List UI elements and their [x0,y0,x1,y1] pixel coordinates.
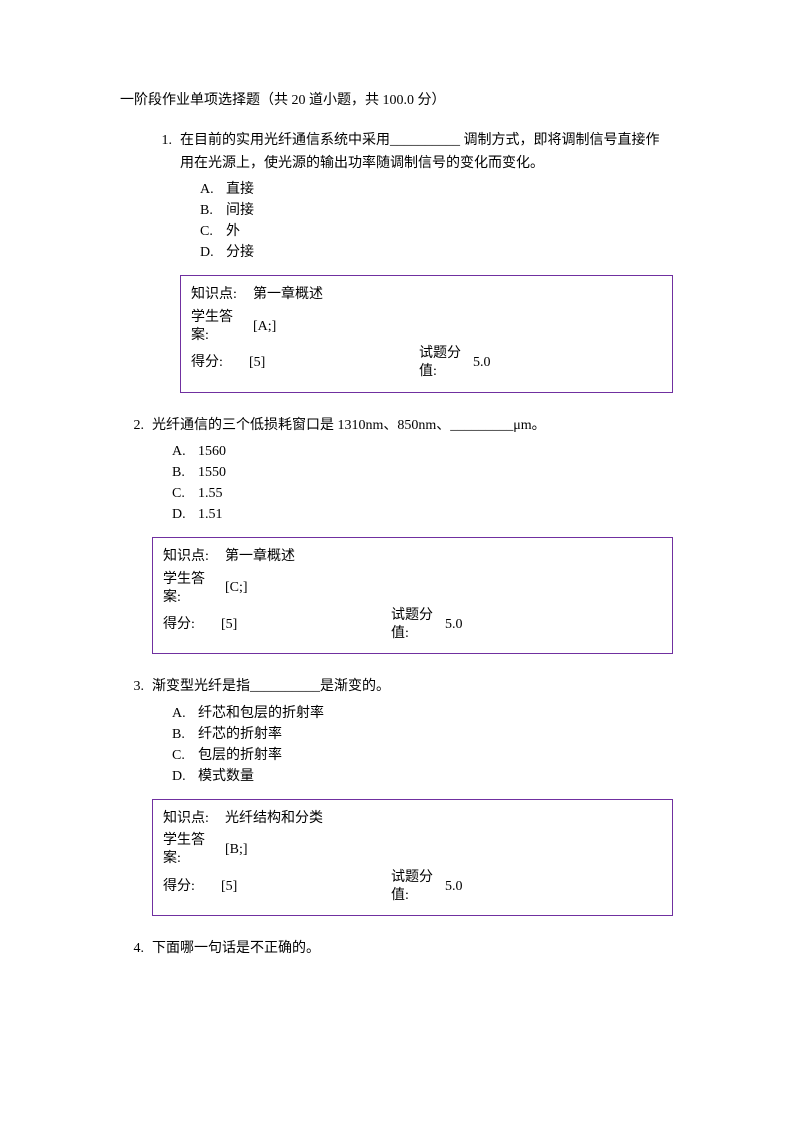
option-a: A. 纤芯和包层的折射率 [172,703,673,724]
knowledge-label: 知识点: [191,282,249,309]
answer-box: 知识点: 光纤结构和分类 学生答 案: [B;] 得分: [5] 试题分 值: … [152,799,673,916]
options-list: A. 1560 B. 1550 C. 1.55 D. 1.51 [120,441,673,525]
student-answer-row: 学生答 案: [C;] [163,571,662,607]
score-label: 得分: [191,350,249,377]
value-label: 试题分 值: [419,345,469,381]
option-letter: C. [172,745,198,766]
option-text: 模式数量 [198,766,254,787]
option-c: C. 1.55 [172,483,673,504]
option-letter: A. [172,703,198,724]
option-text: 1550 [198,462,226,483]
option-letter: C. [200,221,226,242]
score-value: [5] [221,874,391,901]
student-answer-value: [B;] [221,837,248,864]
option-letter: B. [200,200,226,221]
knowledge-label: 知识点: [163,806,221,833]
student-answer-value: [A;] [249,314,276,341]
student-answer-row: 学生答 案: [A;] [191,309,662,345]
option-d: D. 1.51 [172,504,673,525]
student-answer-value: [C;] [221,575,248,602]
question-body: 下面哪一句话是不正确的。 [152,938,673,960]
student-answer-row: 学生答 案: [B;] [163,832,662,868]
question-number: 4. [120,938,152,960]
question-text: 3. 渐变型光纤是指__________是渐变的。 [120,676,673,698]
option-letter: A. [200,179,226,200]
answer-box: 知识点: 第一章概述 学生答 案: [A;] 得分: [5] 试题分 值: 5.… [180,275,673,392]
question-body: 在目前的实用光纤通信系统中采用__________ 调制方式，即将调制信号直接作… [180,130,673,175]
option-letter: D. [172,766,198,787]
option-letter: A. [172,441,198,462]
option-text: 1560 [198,441,226,462]
option-text: 纤芯和包层的折射率 [198,703,324,724]
answer-box: 知识点: 第一章概述 学生答 案: [C;] 得分: [5] 试题分 值: 5.… [152,537,673,654]
question-1: 1. 在目前的实用光纤通信系统中采用__________ 调制方式，即将调制信号… [120,130,673,392]
option-letter: C. [172,483,198,504]
option-text: 外 [226,221,240,242]
question-body: 渐变型光纤是指__________是渐变的。 [152,676,673,698]
question-number: 2. [120,415,152,437]
option-letter: B. [172,724,198,745]
value-value: 5.0 [441,874,463,901]
knowledge-value: 光纤结构和分类 [221,806,323,833]
option-d: D. 模式数量 [172,766,673,787]
option-a: A. 1560 [172,441,673,462]
student-answer-label: 学生答 案: [191,309,249,345]
score-value: [5] [249,350,419,377]
option-text: 1.51 [198,504,223,525]
question-3: 3. 渐变型光纤是指__________是渐变的。 A. 纤芯和包层的折射率 B… [120,676,673,916]
option-text: 1.55 [198,483,223,504]
question-text: 1. 在目前的实用光纤通信系统中采用__________ 调制方式，即将调制信号… [148,130,673,175]
value-label: 试题分 值: [391,607,441,643]
knowledge-row: 知识点: 第一章概述 [163,544,662,571]
knowledge-value: 第一章概述 [249,282,323,309]
option-text: 纤芯的折射率 [198,724,282,745]
question-text: 4. 下面哪一句话是不正确的。 [120,938,673,960]
knowledge-row: 知识点: 第一章概述 [191,282,662,309]
value-value: 5.0 [469,350,491,377]
option-b: B. 纤芯的折射率 [172,724,673,745]
question-number: 1. [148,130,180,175]
option-text: 直接 [226,179,254,200]
page-header: 一阶段作业单项选择题（共 20 道小题，共 100.0 分） [120,90,673,112]
option-letter: B. [172,462,198,483]
option-text: 包层的折射率 [198,745,282,766]
knowledge-label: 知识点: [163,544,221,571]
options-list: A. 直接 B. 间接 C. 外 D. 分接 [148,179,673,263]
score-row: 得分: [5] 试题分 值: 5.0 [163,869,662,905]
option-text: 分接 [226,242,254,263]
question-number: 3. [120,676,152,698]
student-answer-label: 学生答 案: [163,571,221,607]
value-value: 5.0 [441,612,463,639]
option-b: B. 间接 [200,200,673,221]
value-label: 试题分 值: [391,869,441,905]
option-letter: D. [172,504,198,525]
knowledge-row: 知识点: 光纤结构和分类 [163,806,662,833]
score-label: 得分: [163,874,221,901]
option-letter: D. [200,242,226,263]
option-c: C. 外 [200,221,673,242]
question-body: 光纤通信的三个低损耗窗口是 1310nm、850nm、_________μm。 [152,415,673,437]
option-c: C. 包层的折射率 [172,745,673,766]
option-d: D. 分接 [200,242,673,263]
score-value: [5] [221,612,391,639]
option-a: A. 直接 [200,179,673,200]
question-4: 4. 下面哪一句话是不正确的。 [120,938,673,960]
score-row: 得分: [5] 试题分 值: 5.0 [191,345,662,381]
knowledge-value: 第一章概述 [221,544,295,571]
option-text: 间接 [226,200,254,221]
option-b: B. 1550 [172,462,673,483]
score-row: 得分: [5] 试题分 值: 5.0 [163,607,662,643]
score-label: 得分: [163,612,221,639]
student-answer-label: 学生答 案: [163,832,221,868]
options-list: A. 纤芯和包层的折射率 B. 纤芯的折射率 C. 包层的折射率 D. 模式数量 [120,703,673,787]
question-2: 2. 光纤通信的三个低损耗窗口是 1310nm、850nm、_________μ… [120,415,673,655]
question-text: 2. 光纤通信的三个低损耗窗口是 1310nm、850nm、_________μ… [120,415,673,437]
